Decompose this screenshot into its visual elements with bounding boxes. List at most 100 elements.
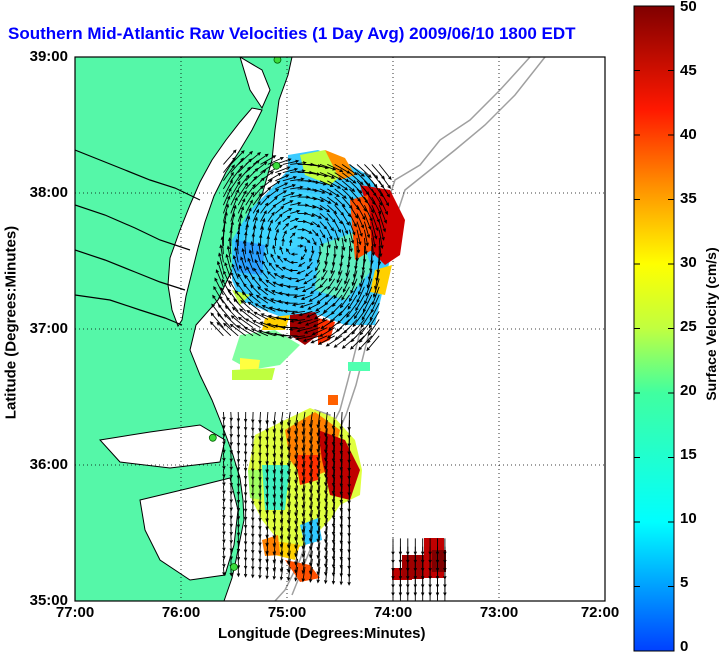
velocity-arrow bbox=[420, 538, 425, 556]
velocity-arrow bbox=[316, 509, 321, 527]
velocity-arrow bbox=[316, 436, 321, 453]
velocity-arrow bbox=[223, 149, 237, 165]
velocity-arrow bbox=[212, 294, 224, 312]
velocity-arrow bbox=[363, 221, 371, 239]
velocity-arrow bbox=[229, 477, 233, 487]
velocity-arrow bbox=[334, 172, 350, 182]
velocity-arrow bbox=[356, 180, 370, 196]
velocity-arrow bbox=[210, 312, 224, 328]
velocity-arrow bbox=[311, 237, 317, 246]
velocity-arrow bbox=[236, 452, 241, 463]
velocity-arrow bbox=[290, 193, 303, 198]
velocity-arrow bbox=[237, 150, 253, 165]
velocity-arrow bbox=[344, 270, 350, 285]
velocity-arrow bbox=[312, 204, 324, 211]
velocity-arrow bbox=[310, 335, 328, 344]
velocity-arrow bbox=[319, 221, 328, 230]
velocity-arrow bbox=[290, 217, 300, 223]
velocity-arrow bbox=[252, 161, 268, 173]
velocity-arrow bbox=[308, 428, 313, 445]
albemarle-sound bbox=[99, 424, 226, 469]
velocity-arrow bbox=[222, 542, 226, 552]
velocity-arrow bbox=[303, 327, 321, 334]
james-river bbox=[75, 294, 183, 326]
velocity-arrow bbox=[294, 286, 306, 291]
velocity-arrow bbox=[301, 534, 306, 550]
colorbar-tick-label: 5 bbox=[680, 574, 689, 591]
velocity-arrow bbox=[339, 294, 350, 309]
velocity-arrow bbox=[304, 229, 313, 234]
velocity-arrow bbox=[275, 174, 290, 182]
velocity-arrow bbox=[301, 542, 306, 558]
velocity-arrow bbox=[264, 288, 276, 296]
velocity-arrow bbox=[248, 249, 254, 263]
velocity-arrow bbox=[290, 177, 305, 182]
velocity-arrow bbox=[308, 294, 321, 302]
velocity-arrow bbox=[252, 193, 263, 206]
velocity-arrow bbox=[286, 542, 291, 557]
velocity-arrow bbox=[282, 200, 294, 206]
velocity-arrow bbox=[326, 221, 334, 232]
velocity-arrow bbox=[327, 196, 339, 206]
velocity-arrow bbox=[245, 207, 252, 222]
velocity-arrow bbox=[435, 538, 440, 556]
velocity-arrow bbox=[286, 460, 291, 476]
velocity-arrow bbox=[231, 306, 247, 320]
velocity-arrow bbox=[308, 526, 313, 543]
velocity-arrow bbox=[324, 550, 328, 568]
velocity-arrow bbox=[304, 221, 314, 226]
velocity-arrow bbox=[343, 319, 358, 334]
velocity-arrow bbox=[282, 159, 300, 165]
velocity-arrow bbox=[222, 558, 226, 568]
velocity-arrow bbox=[224, 262, 232, 279]
velocity-arrow bbox=[341, 237, 346, 252]
velocity-arrow bbox=[229, 517, 233, 528]
velocity-arrow bbox=[359, 319, 373, 336]
velocity-arrow bbox=[313, 270, 321, 279]
velocity-arrow bbox=[265, 279, 276, 288]
velocity-arrow bbox=[223, 156, 236, 173]
velocity-arrow bbox=[326, 327, 343, 339]
velocity-arrow bbox=[223, 270, 232, 287]
velocity-arrow bbox=[237, 190, 247, 206]
colorbar-tick-label: 35 bbox=[680, 190, 697, 207]
velocity-arrow bbox=[282, 215, 291, 222]
velocity-arrow bbox=[223, 313, 239, 328]
velocity-arrow bbox=[311, 327, 328, 336]
velocity-arrow bbox=[377, 245, 382, 266]
velocity-arrow bbox=[287, 276, 298, 281]
velocity-arrow bbox=[342, 327, 358, 342]
velocity-arrow bbox=[349, 188, 362, 203]
velocity-arrow bbox=[331, 509, 336, 528]
velocity-arrow bbox=[269, 298, 283, 304]
velocity-arrow bbox=[357, 278, 365, 296]
velocity-arrow bbox=[324, 436, 328, 454]
velocity-arrow bbox=[378, 229, 384, 250]
velocity-arrow bbox=[229, 436, 233, 447]
velocity-arrow bbox=[279, 411, 284, 426]
velocity-arrow bbox=[356, 188, 369, 204]
velocity-arrow bbox=[252, 200, 261, 214]
velocity-arrow bbox=[286, 550, 291, 565]
velocity-arrow bbox=[257, 242, 261, 255]
pamlico-sound bbox=[139, 477, 239, 581]
x-tick-label: 74:00 bbox=[373, 604, 413, 621]
velocity-arrow bbox=[331, 550, 336, 569]
velocity-arrow bbox=[236, 428, 241, 439]
velocity-arrow bbox=[443, 538, 447, 556]
velocity-arrow bbox=[225, 253, 232, 271]
velocity-arrow bbox=[252, 320, 269, 329]
velocity-arrow bbox=[230, 188, 239, 206]
velocity-arrow bbox=[275, 190, 288, 198]
velocity-arrow bbox=[353, 302, 365, 320]
velocity-arrow bbox=[326, 213, 336, 223]
velocity-arrow bbox=[298, 262, 306, 267]
velocity-arrow bbox=[301, 436, 306, 452]
velocity-arrow bbox=[351, 319, 365, 335]
velocity-arrow bbox=[364, 164, 379, 179]
velocity-arrow bbox=[312, 188, 326, 194]
velocity-arrow bbox=[223, 322, 239, 337]
velocity-vectors bbox=[209, 149, 447, 601]
velocity-arrow bbox=[282, 175, 298, 182]
velocity-arrow bbox=[324, 420, 328, 438]
